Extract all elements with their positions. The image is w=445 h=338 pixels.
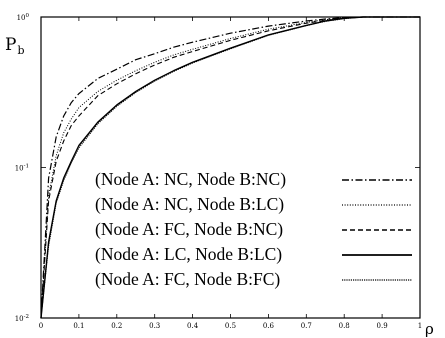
x-tick-label: 0 (39, 322, 43, 330)
ticks: 0 0.1 0.2 0.3 0.4 0.5 0.6 0.7 0.8 0.9 1 10-2 10-1 100 (15, 13, 423, 330)
x-tick-label: 0.2 (111, 322, 122, 330)
x-tick-label: 0.1 (73, 322, 84, 330)
x-tick-label: 1 (418, 322, 422, 330)
legend: (Node A: NC, Node B:NC) (Node A: NC, Node… (88, 169, 418, 292)
series-line-4 (40, 16, 420, 319)
legend-label: (Node A: NC, Node B:NC) (95, 169, 286, 189)
y-tick-label: 10-2 (15, 314, 29, 323)
y-axis-label: Pb (5, 35, 25, 57)
x-axis-label: ρ (425, 320, 434, 338)
y-tick-label: 100 (17, 13, 30, 22)
x-tick-label: 0.3 (149, 322, 160, 330)
x-tick-label: 0.9 (377, 322, 388, 330)
x-tick-label: 0.6 (263, 322, 275, 330)
legend-label: (Node A: NC, Node B:LC) (95, 194, 284, 214)
series-lines (40, 16, 420, 319)
series-line-1 (40, 16, 420, 319)
legend-label: (Node A: LC, Node B:LC) (95, 244, 282, 264)
y-tick-label: 10-1 (15, 164, 29, 173)
series-line-5 (40, 16, 420, 319)
x-tick-label: 0.4 (187, 322, 199, 330)
x-tick-label: 0.7 (301, 322, 312, 330)
x-tick-label: 0.5 (225, 322, 236, 330)
legend-label: (Node A: FC, Node B:FC) (95, 269, 280, 289)
series-line-3 (40, 16, 420, 319)
y-axis-label-subscript: b (17, 44, 24, 57)
series-line-2 (40, 16, 420, 319)
x-tick-label: 0.8 (339, 322, 350, 330)
legend-label: (Node A: FC, Node B:NC) (95, 219, 283, 239)
